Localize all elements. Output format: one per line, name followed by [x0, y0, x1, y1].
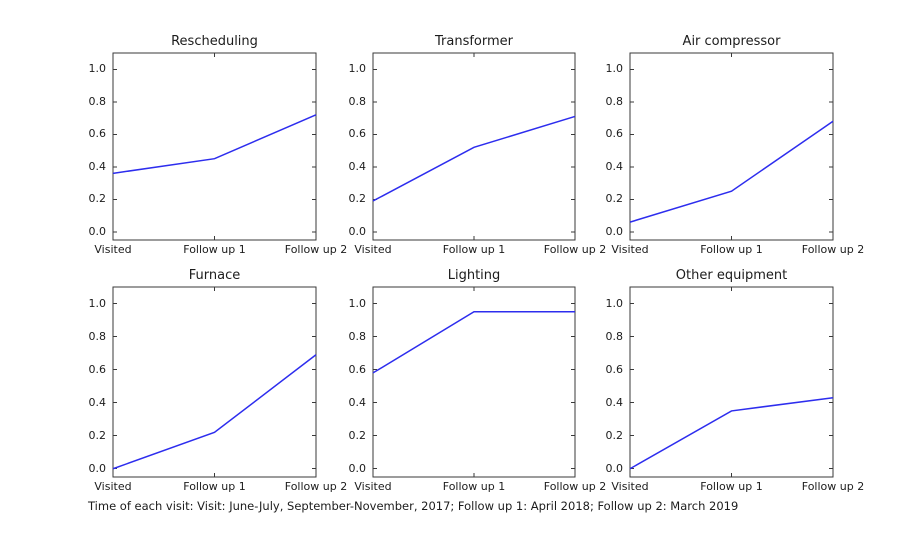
- subplot-axes-other-equipment: [629, 286, 834, 478]
- y-tick-label: 0.8: [605, 94, 624, 108]
- x-tick-label: Follow up 1: [183, 480, 246, 493]
- y-tick-label: 0.2: [605, 428, 624, 442]
- y-tick-label: 0.0: [348, 461, 367, 475]
- y-tick-label: 1.0: [348, 296, 367, 310]
- y-tick-label: 0.4: [348, 159, 367, 173]
- x-tick-label: Visited: [611, 480, 649, 493]
- x-tick-label: Follow up 2: [801, 243, 865, 256]
- axes-frame: [112, 52, 317, 241]
- y-tick-label: 0.8: [348, 329, 367, 343]
- y-tick-label: 0.2: [348, 192, 367, 206]
- y-tick-label: 0.8: [348, 94, 367, 108]
- y-tick-label: 1.0: [348, 62, 367, 76]
- x-tick-label: Follow up 1: [700, 243, 763, 256]
- y-tick-label: 0.6: [348, 127, 367, 141]
- axes-frame: [112, 286, 317, 478]
- x-tick-label: Visited: [611, 243, 649, 256]
- x-tick-label: Follow up 2: [284, 243, 348, 256]
- subplot-axes-air-compressor: [629, 52, 834, 241]
- subplot-title-other-equipment: Other equipment: [675, 268, 788, 283]
- y-tick-label: 0.0: [88, 461, 107, 475]
- x-tick-label: Visited: [354, 480, 392, 493]
- y-tick-label: 1.0: [605, 62, 624, 76]
- x-tick-label: Visited: [94, 480, 132, 493]
- y-tick-label: 1.0: [88, 296, 107, 310]
- y-tick-label: 1.0: [605, 296, 624, 310]
- y-tick-label: 0.6: [605, 362, 624, 376]
- subplot-axes-furnace: [112, 286, 317, 478]
- y-tick-label: 0.4: [605, 159, 624, 173]
- data-line-rescheduling: [112, 114, 317, 175]
- x-tick-label: Follow up 2: [543, 480, 607, 493]
- axes-frame: [372, 286, 576, 478]
- tick-marks: [112, 53, 317, 240]
- data-line-air-compressor: [629, 120, 834, 223]
- y-tick-label: 0.2: [605, 192, 624, 206]
- subplot-axes-transformer: [372, 52, 576, 241]
- data-line-transformer: [372, 115, 576, 202]
- figure-caption: Time of each visit: Visit: June-July, Se…: [88, 499, 739, 513]
- y-tick-label: 0.6: [348, 362, 367, 376]
- y-tick-label: 0.6: [88, 127, 107, 141]
- y-tick-label: 0.6: [605, 127, 624, 141]
- tick-marks: [629, 287, 834, 477]
- tick-marks: [372, 53, 576, 240]
- subplot-title-transformer: Transformer: [434, 34, 513, 49]
- x-tick-label: Follow up 1: [700, 480, 763, 493]
- y-tick-label: 0.0: [605, 224, 624, 238]
- x-tick-label: Follow up 1: [442, 243, 506, 256]
- y-tick-label: 1.0: [88, 62, 107, 76]
- subplot-title-rescheduling: Rescheduling: [171, 34, 258, 49]
- y-tick-label: 0.4: [88, 395, 107, 409]
- y-tick-label: 0.6: [88, 362, 107, 376]
- y-tick-label: 0.2: [348, 428, 367, 442]
- y-tick-label: 0.8: [88, 94, 107, 108]
- y-tick-label: 0.8: [605, 329, 624, 343]
- x-tick-label: Follow up 2: [284, 480, 348, 493]
- tick-marks: [629, 53, 834, 240]
- y-tick-label: 0.4: [88, 159, 107, 173]
- y-tick-label: 0.4: [605, 395, 624, 409]
- y-tick-label: 0.2: [88, 428, 107, 442]
- x-tick-label: Follow up 1: [442, 480, 506, 493]
- y-tick-label: 0.2: [88, 192, 107, 206]
- y-tick-label: 0.8: [88, 329, 107, 343]
- subplot-axes-lighting: [372, 286, 576, 478]
- subplot-title-air-compressor: Air compressor: [682, 34, 781, 49]
- x-tick-label: Follow up 2: [801, 480, 865, 493]
- axes-frame: [629, 286, 834, 478]
- axes-frame: [629, 52, 834, 241]
- subplot-axes-rescheduling: [112, 52, 317, 241]
- data-line-furnace: [112, 354, 317, 470]
- y-tick-label: 0.4: [348, 395, 367, 409]
- subplot-title-lighting: Lighting: [447, 268, 501, 283]
- axes-frame: [372, 52, 576, 241]
- y-tick-label: 0.0: [348, 224, 367, 238]
- x-tick-label: Visited: [354, 243, 392, 256]
- x-tick-label: Visited: [94, 243, 132, 256]
- tick-marks: [372, 287, 576, 477]
- subplot-title-furnace: Furnace: [188, 268, 241, 283]
- x-tick-label: Follow up 1: [183, 243, 246, 256]
- tick-marks: [112, 287, 317, 477]
- data-line-lighting: [372, 311, 575, 374]
- x-tick-label: Follow up 2: [543, 243, 607, 256]
- y-tick-label: 0.0: [605, 461, 624, 475]
- data-line-other-equipment: [629, 396, 834, 470]
- y-tick-label: 0.0: [88, 224, 107, 238]
